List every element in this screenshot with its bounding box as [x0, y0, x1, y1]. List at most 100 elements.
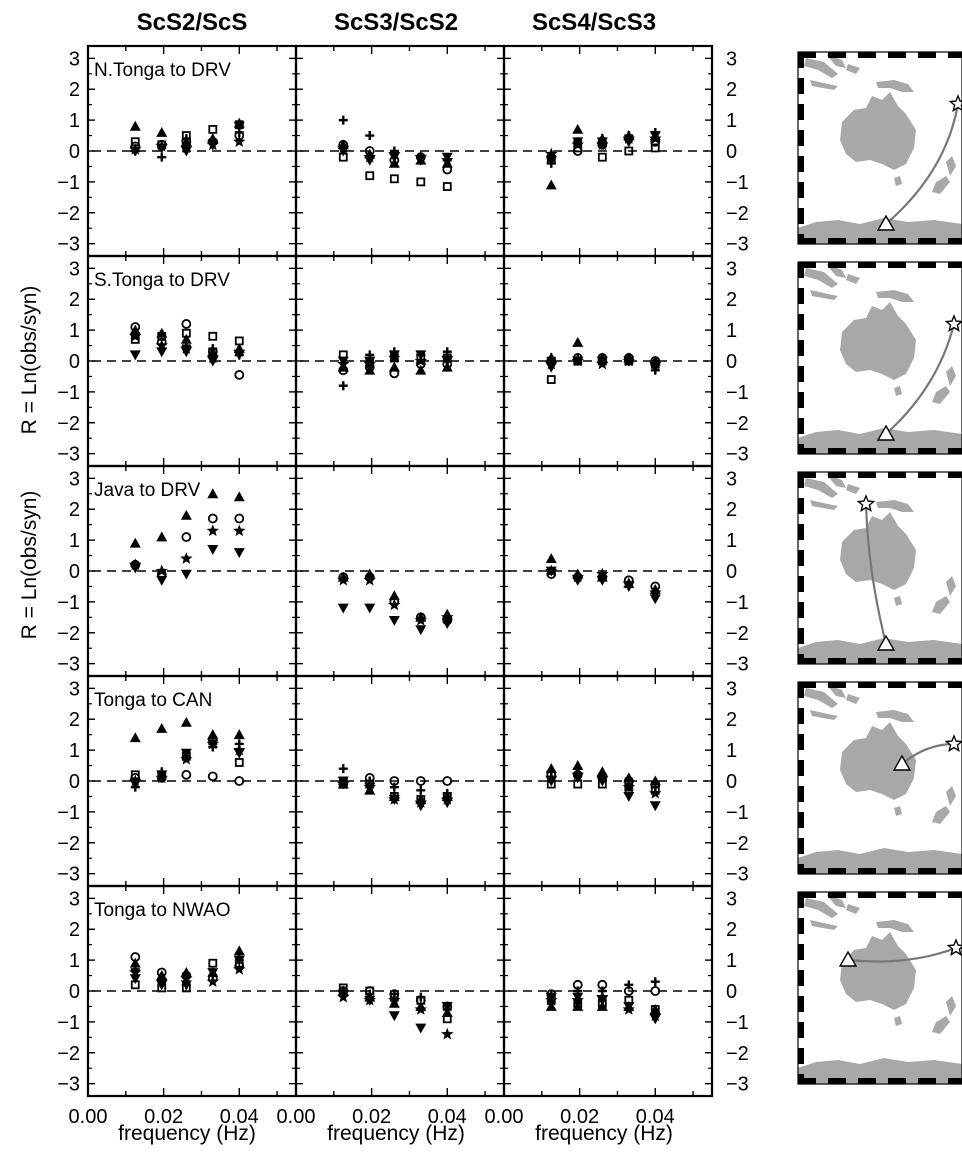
data-point-star: [414, 354, 427, 367]
data-point-cross: [416, 992, 426, 1002]
data-point-cross: [130, 782, 140, 792]
data-point-triangle-up: [649, 1004, 661, 1014]
data-point-square: [234, 336, 244, 346]
tasmania-landmass: [894, 176, 902, 186]
y-tick-label: −2: [57, 1043, 80, 1065]
data-point-circle: [181, 769, 192, 780]
y-tick-label: −2: [57, 413, 80, 435]
y-tick-label: 0: [69, 141, 80, 163]
column-title-2: ScS3/ScS2: [334, 9, 458, 36]
data-point-cross: [624, 131, 634, 141]
antarctica-landmass: [798, 848, 962, 874]
data-point-cross: [650, 127, 660, 137]
column-title-3: ScS4/ScS3: [532, 9, 656, 36]
data-point-triangle-up: [180, 509, 192, 520]
data-point-triangle-down: [572, 773, 584, 784]
new-zealand-landmass: [932, 156, 956, 194]
indonesia-landmass: [804, 894, 860, 930]
x-tick-label: 0.04: [636, 1106, 675, 1128]
y-tick-label: −1: [726, 382, 749, 404]
data-point-cross: [597, 134, 607, 144]
x-tick-label: 0.02: [560, 1106, 599, 1128]
y-tick-label: 3: [69, 678, 80, 700]
data-point-triangle-up: [129, 732, 141, 743]
data-point-star: [596, 567, 609, 580]
data-point-circle: [207, 513, 218, 524]
map-frame: [797, 471, 962, 665]
new-guinea-landmass: [876, 500, 914, 512]
station-triangle-icon: [838, 950, 858, 967]
data-point-star: [337, 141, 350, 154]
data-point-cross: [234, 350, 244, 360]
data-point-cross: [181, 341, 191, 351]
data-point-star: [596, 990, 609, 1003]
data-point-star: [545, 771, 558, 784]
data-point-triangle-down: [129, 563, 141, 574]
data-point-star: [649, 132, 662, 144]
y-tick-label: −3: [726, 1074, 749, 1096]
data-point-triangle-up: [388, 157, 400, 168]
data-point-star: [337, 357, 350, 370]
data-point-circle: [234, 776, 245, 786]
y-tick-label: −2: [726, 623, 749, 645]
data-point-triangle-up: [388, 361, 400, 372]
row-label: Tonga to CAN: [94, 690, 212, 711]
y-tick-label: 0: [726, 771, 737, 793]
data-point-triangle-down: [415, 1023, 427, 1034]
data-point-triangle-down: [337, 603, 349, 614]
data-point-triangle-down: [388, 1011, 400, 1022]
map-content: [798, 682, 962, 874]
panel-r3-c2: [294, 464, 506, 678]
y-tick-label: 1: [726, 320, 737, 342]
data-point-triangle-up: [129, 957, 141, 968]
station-triangle-icon: [892, 754, 912, 771]
data-point-star: [180, 972, 193, 984]
data-point-triangle-up: [572, 336, 584, 347]
data-point-star: [388, 993, 401, 1006]
data-point-triangle-up: [156, 126, 168, 137]
x-tick-label: 0.04: [428, 1106, 467, 1128]
panel-r4-c3: −3 −2 −1 0 1 2 3: [502, 674, 749, 888]
data-point-square: [181, 328, 191, 338]
data-point-star: [337, 990, 350, 1003]
great-circle-path: [885, 323, 956, 435]
data-point-circle: [389, 776, 400, 786]
data-point-cross: [650, 977, 660, 987]
x-axis-label-1: frequency (Hz): [118, 1122, 256, 1145]
data-point-square: [650, 143, 660, 153]
y-tick-label: 3: [69, 468, 80, 490]
great-circle-path: [847, 946, 957, 963]
x-axis-label-2: frequency (Hz): [327, 1122, 465, 1145]
data-point-star: [545, 993, 558, 1006]
y-tick-label: 2: [69, 919, 80, 941]
data-point-triangle-down: [388, 616, 400, 626]
row-label: N.Tonga to DRV: [94, 60, 231, 81]
data-point-star: [155, 564, 168, 577]
map-inset-4: [797, 681, 962, 875]
data-point-triangle-up: [156, 531, 168, 542]
panel-frame: [502, 884, 714, 1098]
y-tick-label: −3: [726, 864, 749, 886]
tasmania-landmass: [894, 806, 902, 816]
data-point-star: [414, 613, 427, 626]
y-axis-label-1: R = Ln(obs/syn): [18, 286, 41, 435]
data-point-triangle-down: [388, 152, 400, 163]
data-point-cross: [624, 356, 634, 366]
data-point-triangle-down: [596, 776, 608, 787]
data-point-triangle-down: [207, 356, 219, 367]
data-point-square: [365, 171, 375, 181]
panel-r1-c2: [294, 44, 506, 258]
data-point-triangle-up: [156, 723, 168, 733]
data-point-triangle-down: [596, 995, 608, 1006]
data-point-star: [441, 351, 454, 364]
x-tick-label: 0.00: [69, 1106, 108, 1128]
data-point-triangle-down: [649, 594, 661, 605]
y-tick-label: 1: [726, 110, 737, 132]
data-point-circle: [207, 771, 218, 782]
new-zealand-landmass: [932, 576, 956, 614]
y-tick-label: 2: [726, 919, 737, 941]
data-point-triangle-up: [207, 488, 219, 499]
data-point-star: [129, 558, 142, 571]
y-tick-label: −2: [726, 413, 749, 435]
